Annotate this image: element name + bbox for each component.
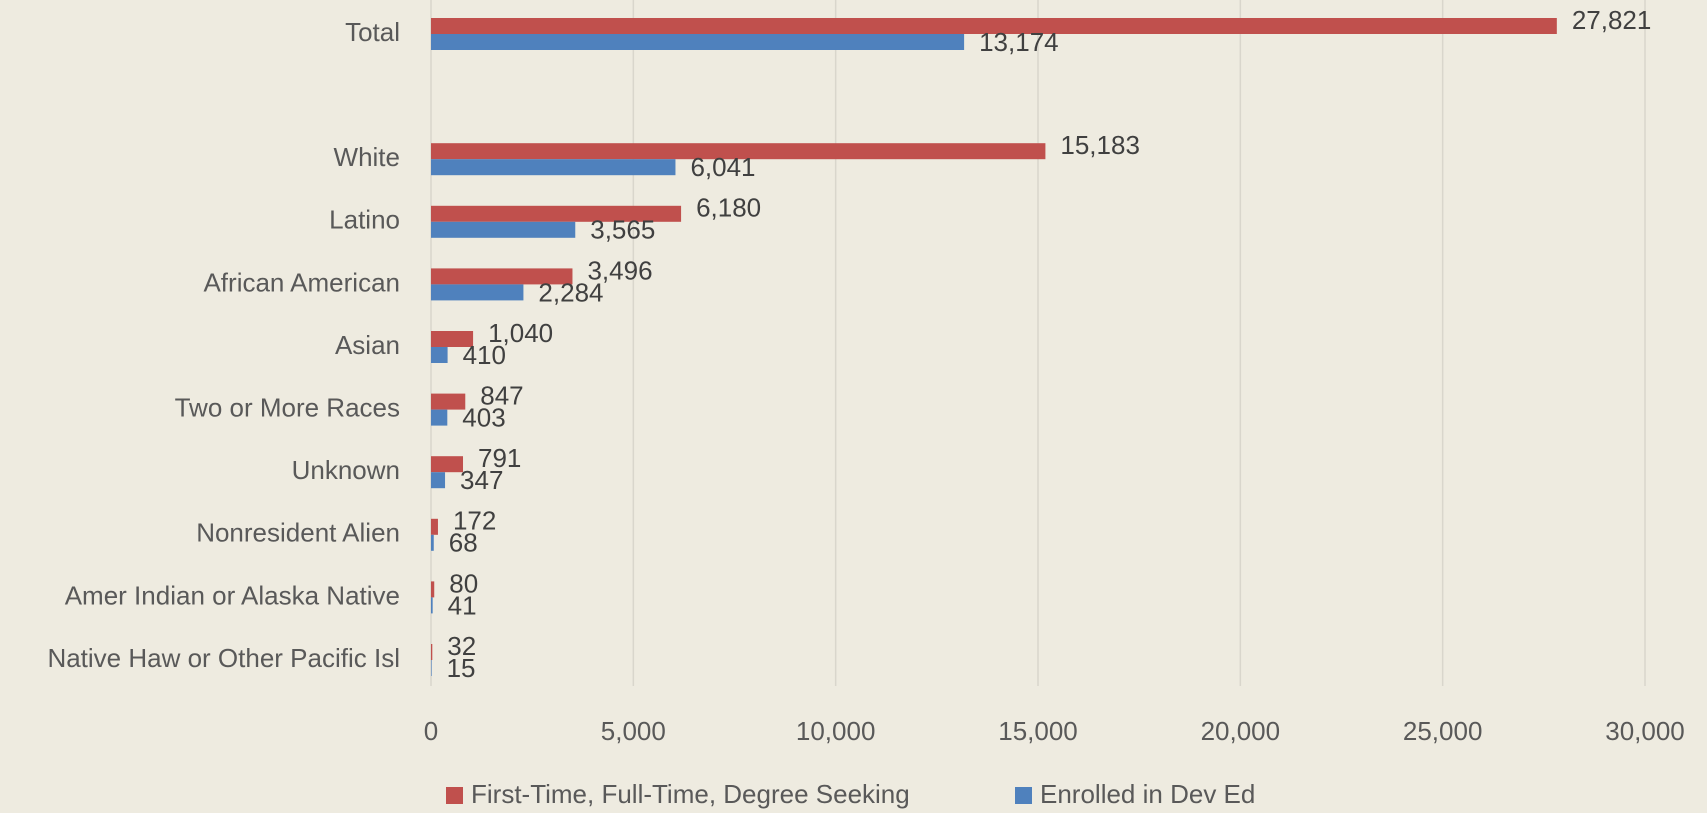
bar — [431, 284, 524, 301]
data-label: 15,183 — [1060, 130, 1140, 160]
y-tick-label: Amer Indian or Alaska Native — [65, 580, 400, 610]
y-tick-label: White — [334, 142, 400, 172]
bar — [431, 143, 1046, 160]
y-tick-label: Total — [345, 17, 400, 47]
y-tick-label: Asian — [335, 330, 400, 360]
data-label: 32 — [447, 631, 476, 661]
data-label: 3,565 — [590, 215, 655, 245]
bar — [431, 221, 576, 238]
x-tick-label: 0 — [424, 716, 438, 746]
bar — [431, 393, 466, 410]
x-tick-label: 20,000 — [1201, 716, 1281, 746]
y-tick-label: Nonresident Alien — [196, 518, 400, 548]
bar — [431, 456, 464, 473]
legend-label: Enrolled in Dev Ed — [1040, 779, 1255, 809]
data-label: 3,496 — [587, 255, 652, 285]
x-tick-label: 25,000 — [1403, 716, 1483, 746]
data-label: 791 — [478, 443, 521, 473]
y-tick-label: Unknown — [292, 455, 400, 485]
data-label: 172 — [453, 506, 496, 536]
y-tick-label: Two or More Races — [175, 392, 400, 422]
y-tick-label: Native Haw or Other Pacific Isl — [47, 643, 400, 673]
bar — [431, 644, 433, 660]
bar — [431, 660, 432, 676]
bar — [431, 409, 448, 426]
legend-label: First-Time, Full-Time, Degree Seeking — [471, 779, 910, 809]
x-tick-label: 10,000 — [796, 716, 876, 746]
bar — [431, 331, 474, 347]
data-label: 1,040 — [488, 318, 553, 348]
data-label: 403 — [462, 402, 505, 432]
data-label: 27,821 — [1572, 5, 1652, 35]
y-tick-label: African American — [203, 267, 400, 297]
data-label: 6,041 — [690, 152, 755, 182]
data-label: 68 — [449, 528, 478, 558]
data-label: 13,174 — [979, 27, 1059, 57]
data-label: 847 — [480, 380, 523, 410]
bar — [431, 534, 434, 551]
data-label: 2,284 — [538, 277, 603, 307]
data-label: 80 — [449, 568, 478, 598]
data-label: 15 — [447, 653, 476, 683]
bar — [431, 268, 573, 285]
bar — [431, 472, 446, 489]
bar — [431, 34, 965, 50]
bar — [431, 159, 676, 176]
x-tick-label: 15,000 — [998, 716, 1078, 746]
data-label: 41 — [448, 590, 477, 620]
bar — [431, 518, 438, 535]
bar — [431, 597, 433, 614]
x-tick-label: 5,000 — [601, 716, 666, 746]
bar — [431, 18, 1557, 34]
legend-swatch — [1015, 787, 1032, 804]
bar — [431, 347, 448, 363]
bar — [431, 581, 435, 598]
legend-swatch — [446, 787, 463, 804]
bar — [431, 205, 682, 222]
y-tick-label: Latino — [329, 205, 400, 235]
x-tick-label: 30,000 — [1605, 716, 1685, 746]
data-label: 410 — [463, 340, 506, 370]
data-label: 6,180 — [696, 193, 761, 223]
data-label: 347 — [460, 465, 503, 495]
